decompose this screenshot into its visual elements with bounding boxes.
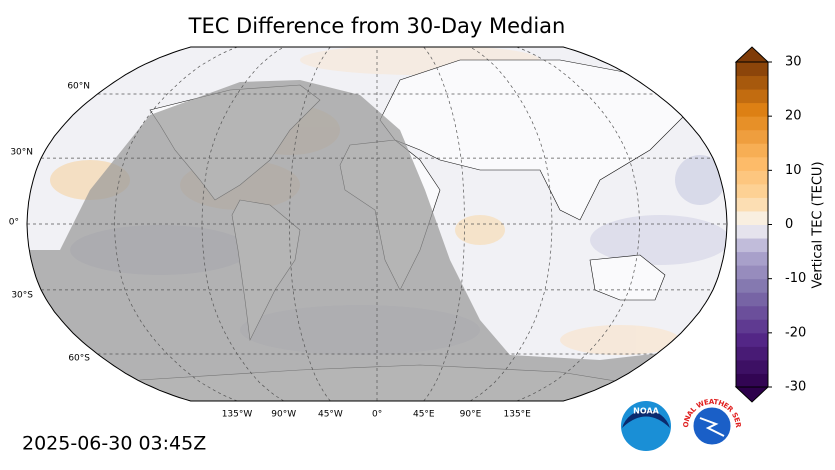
colorbar-step: [736, 129, 768, 144]
lat-label: 60°N: [67, 82, 90, 92]
colorbar-tick-label: 10: [785, 163, 802, 178]
colorbar-step: [736, 224, 768, 239]
colorbar-tick-label: 20: [785, 109, 802, 124]
colorbar: 30 20 10 0 -10 -20 -30 Vertical TEC (TECU): [734, 46, 826, 403]
colorbar-step: [736, 62, 768, 77]
colorbar-step: [736, 346, 768, 361]
colorbar-top: [734, 46, 770, 63]
colorbar-step: [736, 116, 768, 131]
noaa-logo: NOAA: [621, 401, 671, 451]
colorbar-step: [736, 89, 768, 104]
colorbar-tick-label: -30: [785, 380, 806, 395]
lat-label: 0°: [9, 218, 19, 228]
colorbar-step: [736, 359, 768, 374]
colorbar-step: [736, 170, 768, 185]
lon-label: 0°: [372, 410, 382, 420]
night-shading: [27, 80, 727, 401]
colorbar-step: [736, 265, 768, 280]
meridian: [469, 47, 553, 401]
colorbar-step: [736, 238, 768, 253]
meridian: [201, 47, 285, 401]
colorbar-step: [736, 156, 768, 171]
lon-label: 90°E: [460, 410, 482, 420]
title: TEC Difference from 30-Day Median: [188, 14, 566, 38]
colorbar-step: [736, 143, 768, 158]
colorbar-step: [736, 292, 768, 307]
colorbar-step: [736, 332, 768, 347]
colorbar-step: [736, 75, 768, 90]
colorbar-label: Vertical TEC (TECU): [811, 161, 826, 288]
colorbar-tick-label: -10: [785, 271, 806, 286]
colorbar-step: [736, 373, 768, 388]
colorbar-step: [736, 278, 768, 293]
lat-label: 30°S: [11, 291, 33, 301]
colorbar-step: [736, 102, 768, 117]
colorbar-tick-label: 0: [785, 217, 793, 232]
lon-label: 135°W: [222, 410, 253, 420]
lon-label: 90°W: [271, 410, 296, 420]
map-labels: 60°N 30°N 0° 30°S 60°S 135°W 90°W 45°W 0° 45°E 90°…: [9, 82, 531, 420]
meridian: [516, 47, 640, 401]
map-outline: [26, 46, 728, 402]
graticule: [27, 47, 727, 401]
colorbar-step: [736, 197, 768, 212]
colorbar-bottom: [734, 386, 770, 403]
timestamp: 2025-06-30 03:45Z: [22, 433, 206, 455]
lon-label: 135°E: [504, 410, 532, 420]
noaa-text: NOAA: [633, 407, 659, 416]
colorbar-tick-label: 30: [785, 55, 802, 70]
lat-label: 30°N: [10, 148, 33, 158]
lon-label: 45°E: [413, 410, 435, 420]
colorbar-step: [736, 183, 768, 198]
colorbar-step: [736, 210, 768, 225]
colorbar-step: [736, 319, 768, 334]
colorbar-step: [736, 251, 768, 266]
lon-label: 45°W: [318, 410, 343, 420]
meridian: [114, 47, 238, 401]
map: [26, 46, 728, 402]
colorbar-tick-label: -20: [785, 325, 806, 340]
lat-label: 60°S: [68, 354, 90, 364]
map-body: [27, 47, 727, 401]
colorbar-step: [736, 305, 768, 320]
